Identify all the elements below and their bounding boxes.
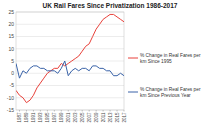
plot-frame (16, 12, 124, 110)
grid-line (16, 61, 124, 62)
x-tick-label: 2001 (66, 112, 71, 123)
x-tick-label: 2009 (94, 112, 99, 123)
x-tick (26, 110, 27, 112)
legend-swatch (128, 58, 138, 59)
grid-line (16, 36, 124, 37)
y-tick-label: -15 (7, 107, 14, 113)
title: UK Rail Fares Since Privatization 1986-2… (43, 2, 178, 9)
legend-line: km Since 1995 (140, 59, 172, 64)
x-tick (54, 110, 55, 112)
grid-line (16, 24, 124, 25)
x-tick (61, 110, 62, 112)
x-tick (75, 110, 76, 112)
x-tick (47, 110, 48, 112)
x-tick-label: 1995 (45, 112, 50, 123)
x-tick-label: 2013 (108, 112, 113, 123)
x-tick-label: 1987 (17, 112, 22, 123)
x-tick-label: 1993 (38, 112, 43, 123)
y-tick-label: 10 (8, 46, 14, 52)
x-tick (33, 110, 34, 112)
x-tick-label: 1989 (24, 112, 29, 123)
x-tick (82, 110, 83, 112)
legend-line: % Change in Real Fares per (140, 53, 201, 58)
x-tick (117, 110, 118, 112)
y-tick-label: -5 (10, 82, 15, 88)
grid-line (16, 48, 124, 49)
legend-label: % Change in Real Fares perkm Since Previ… (140, 87, 201, 98)
x-tick (110, 110, 111, 112)
series-line (16, 61, 124, 78)
legend-swatch (128, 92, 138, 93)
x-tick-label: 2003 (73, 112, 78, 123)
y-tick-label: -10 (7, 95, 14, 101)
y-tick-label: 20 (8, 21, 14, 27)
x-tick-label: 2017 (122, 112, 127, 123)
x-tick-label: 2005 (80, 112, 85, 123)
legend-label: % Change in Real Fares perkm Since 1995 (140, 53, 201, 64)
legend-line: km Since Previous Year (140, 93, 191, 98)
chart: UK Rail Fares Since Privatization 1986-2… (0, 0, 220, 134)
x-tick (89, 110, 90, 112)
x-tick-label: 2015 (115, 112, 120, 123)
x-tick (40, 110, 41, 112)
y-tick-label: 0 (11, 70, 14, 76)
x-tick (19, 110, 20, 112)
x-tick-label: 2007 (87, 112, 92, 123)
x-tick (124, 110, 125, 112)
series-line (16, 14, 124, 102)
x-tick-label: 2011 (101, 112, 106, 122)
y-tick-label: 25 (8, 9, 14, 15)
y-tick-label: 5 (11, 58, 14, 64)
x-tick (103, 110, 104, 112)
x-tick (68, 110, 69, 112)
legend-line: % Change in Real Fares per (140, 87, 201, 92)
x-tick-label: 1999 (59, 112, 64, 123)
plot-lines (16, 14, 124, 102)
grid-line (16, 85, 124, 86)
x-tick (96, 110, 97, 112)
x-tick-label: 1997 (52, 112, 57, 123)
x-tick-label: 1991 (31, 112, 36, 123)
y-tick-label: 15 (8, 33, 14, 39)
